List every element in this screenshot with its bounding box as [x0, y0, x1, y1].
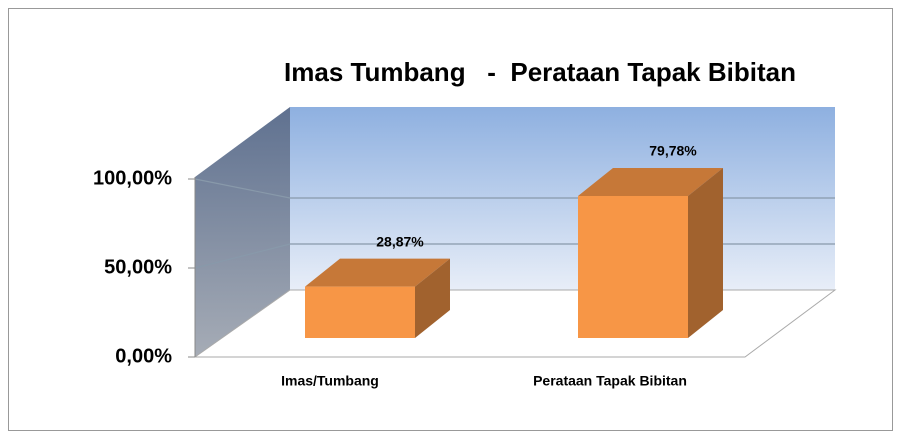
x-tick-label: Perataan Tapak Bibitan	[533, 373, 687, 389]
bar-top	[305, 258, 450, 287]
bar-side	[415, 258, 450, 338]
floor	[193, 289, 837, 358]
chart-title: Imas Tumbang - Perataan Tapak Bibitan	[284, 57, 796, 87]
y-tick-label: 0,00%	[115, 345, 172, 367]
bar-top	[578, 167, 723, 196]
side-wall	[195, 107, 290, 357]
bar	[578, 195, 688, 338]
value-label: 79,78%	[649, 143, 697, 159]
bar-side	[688, 167, 723, 338]
bar	[305, 286, 415, 338]
y-tick-label: 50,00%	[104, 256, 172, 278]
value-label: 28,87%	[376, 233, 424, 249]
x-tick-label: Imas/Tumbang	[281, 373, 379, 389]
y-tick-label: 100,00%	[93, 167, 172, 189]
